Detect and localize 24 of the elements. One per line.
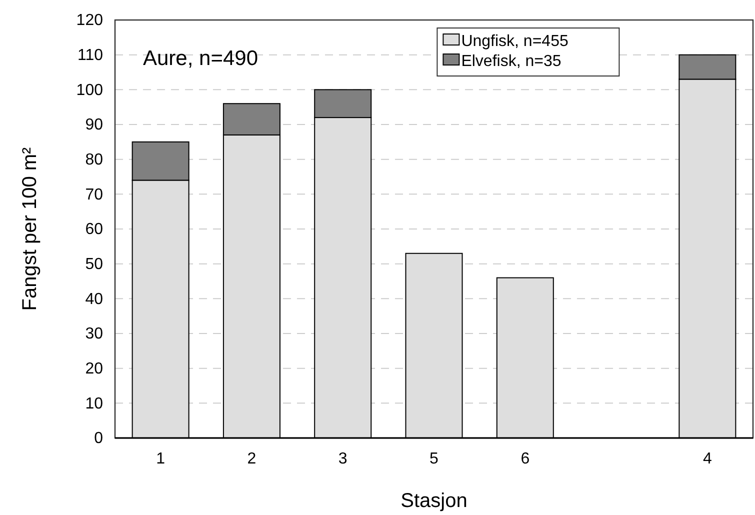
y-tick-label: 10 [85,395,104,412]
y-tick-label: 120 [76,12,104,30]
y-tick-label: 20 [85,360,104,378]
x-tick-label: 5 [430,450,439,468]
x-tick-label: 4 [702,450,712,468]
y-tick-label: 100 [76,82,104,99]
y-tick-label: 80 [85,151,104,168]
x-tick-label: 6 [520,450,530,468]
x-tick-label: 1 [156,450,166,468]
x-axis-title: Stasjon [400,490,468,512]
y-axis-title: Fangst per 100 m² [19,146,41,311]
y-tick-label: 0 [94,430,104,448]
y-tick-label: 60 [85,221,104,238]
y-tick-label: 40 [85,290,104,308]
x-tick-label: 2 [247,450,256,468]
x-tick-label: 3 [338,450,348,468]
legend-label: Ungfisk, n=455 [461,33,568,50]
y-tick-label: 90 [85,116,104,134]
y-tick-label: 110 [77,46,104,64]
y-tick-label: 50 [85,256,104,273]
legend-label: Elvefisk, n=35 [461,53,562,70]
annotation: Aure, n=490 [143,47,258,70]
y-tick-label: 30 [85,326,104,343]
y-tick-label: 70 [85,186,104,204]
